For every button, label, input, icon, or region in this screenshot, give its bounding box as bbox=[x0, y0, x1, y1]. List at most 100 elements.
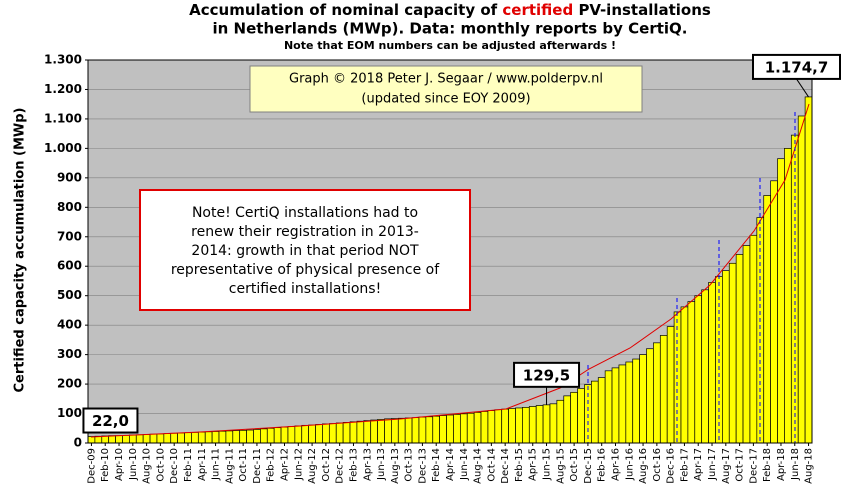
bar bbox=[591, 380, 599, 444]
x-tick-label: Feb-18 bbox=[762, 448, 773, 482]
bar bbox=[404, 417, 413, 444]
bar bbox=[87, 436, 96, 444]
annotation-box bbox=[139, 189, 471, 311]
y-tick-label: 100 bbox=[57, 406, 82, 420]
y-tick-label: 800 bbox=[57, 200, 82, 214]
bar bbox=[391, 418, 399, 444]
x-tick-label: Apr-14 bbox=[445, 448, 456, 481]
bar bbox=[632, 358, 640, 444]
bar bbox=[570, 391, 578, 444]
chart-subtitle: in Netherlands (MWp). Data: monthly repo… bbox=[213, 20, 688, 38]
chart-note: Note that EOM numbers can be adjusted af… bbox=[284, 39, 616, 52]
x-tick-label: Feb-15 bbox=[514, 448, 525, 482]
title-part: PV-installations bbox=[573, 1, 711, 19]
bar bbox=[522, 407, 530, 444]
bar bbox=[411, 417, 420, 444]
bar bbox=[184, 432, 192, 444]
x-tick-label: Jun-10 bbox=[128, 448, 139, 481]
bar bbox=[232, 430, 241, 444]
bar bbox=[687, 301, 696, 444]
bar bbox=[156, 433, 165, 444]
x-tick-label: Feb-10 bbox=[100, 448, 111, 482]
bar bbox=[129, 434, 137, 444]
y-tick-label: 400 bbox=[57, 318, 82, 332]
bar bbox=[439, 415, 447, 444]
bar bbox=[370, 419, 378, 444]
x-tick-label: Jun-13 bbox=[376, 448, 387, 481]
markers bbox=[587, 112, 796, 443]
bar bbox=[115, 435, 123, 444]
x-tick-label: Feb-13 bbox=[348, 448, 359, 482]
x-tick-label: Apr-16 bbox=[610, 448, 621, 481]
x-tick-label: Feb-17 bbox=[679, 448, 690, 482]
x-tick-label: Aug-15 bbox=[555, 448, 566, 484]
x-tick-label: Dec-17 bbox=[748, 448, 759, 484]
y-tick-label: 1.200 bbox=[44, 82, 82, 96]
bar bbox=[694, 295, 703, 444]
x-tick-label: Jun-14 bbox=[459, 448, 470, 481]
value-label: 22,0 bbox=[92, 412, 129, 430]
bar bbox=[246, 429, 254, 444]
bar bbox=[294, 425, 303, 444]
x-tick-label: Aug-18 bbox=[804, 448, 815, 484]
bar bbox=[273, 427, 282, 444]
bar bbox=[197, 431, 206, 444]
bar bbox=[384, 418, 392, 444]
bar bbox=[556, 399, 565, 444]
x-tick-label: Dec-09 bbox=[86, 448, 97, 484]
bar bbox=[542, 404, 551, 444]
y-tick-label: 0 bbox=[74, 436, 82, 450]
bar bbox=[122, 434, 130, 444]
bar bbox=[397, 417, 406, 444]
x-tick-label: Apr-18 bbox=[776, 448, 787, 481]
bar bbox=[301, 424, 309, 444]
bar bbox=[646, 348, 654, 444]
bar bbox=[604, 370, 613, 444]
bar bbox=[418, 416, 427, 444]
bar bbox=[480, 411, 489, 444]
bar bbox=[749, 234, 758, 444]
bar bbox=[135, 434, 144, 444]
x-tick-label: Jun-18 bbox=[790, 448, 801, 481]
bar bbox=[204, 431, 213, 444]
bar bbox=[466, 412, 475, 444]
bar bbox=[708, 282, 716, 444]
x-tick-label: Oct-12 bbox=[321, 448, 332, 482]
bar bbox=[528, 406, 537, 444]
annotation-text: 2014: growth in that period NOT bbox=[191, 243, 419, 259]
bar bbox=[170, 432, 178, 444]
x-tick-label: Jun-15 bbox=[542, 448, 553, 481]
bar bbox=[225, 430, 234, 444]
x-tick-label: Feb-16 bbox=[597, 448, 608, 482]
x-tick-label: Oct-13 bbox=[404, 448, 415, 482]
bar bbox=[508, 408, 516, 444]
bar bbox=[280, 426, 289, 444]
bar bbox=[377, 419, 385, 444]
bar bbox=[315, 424, 323, 444]
bar bbox=[549, 403, 558, 444]
bar bbox=[639, 354, 647, 444]
bar bbox=[425, 416, 434, 444]
bar bbox=[253, 429, 261, 444]
x-tick-label: Dec-11 bbox=[252, 448, 263, 484]
y-tick-label: 1.300 bbox=[44, 53, 82, 67]
label-box bbox=[752, 53, 841, 80]
x-tick-label: Oct-16 bbox=[652, 448, 663, 482]
bar bbox=[515, 407, 523, 444]
bar bbox=[191, 432, 199, 444]
x-tick-label: Oct-15 bbox=[569, 448, 580, 482]
bar bbox=[742, 245, 751, 444]
chart-title: Accumulation of nominal capacity of cert… bbox=[189, 1, 711, 19]
bar bbox=[218, 430, 227, 444]
value-label: 1.174,7 bbox=[765, 58, 829, 76]
bar bbox=[108, 435, 116, 444]
bar bbox=[618, 364, 627, 444]
bar bbox=[501, 408, 509, 444]
copyright-box bbox=[249, 65, 643, 113]
x-tick-label: Feb-12 bbox=[266, 448, 277, 482]
title-part: certified bbox=[502, 1, 573, 19]
bar bbox=[563, 395, 572, 444]
value-label: 129,5 bbox=[523, 366, 570, 384]
bar bbox=[770, 180, 778, 444]
